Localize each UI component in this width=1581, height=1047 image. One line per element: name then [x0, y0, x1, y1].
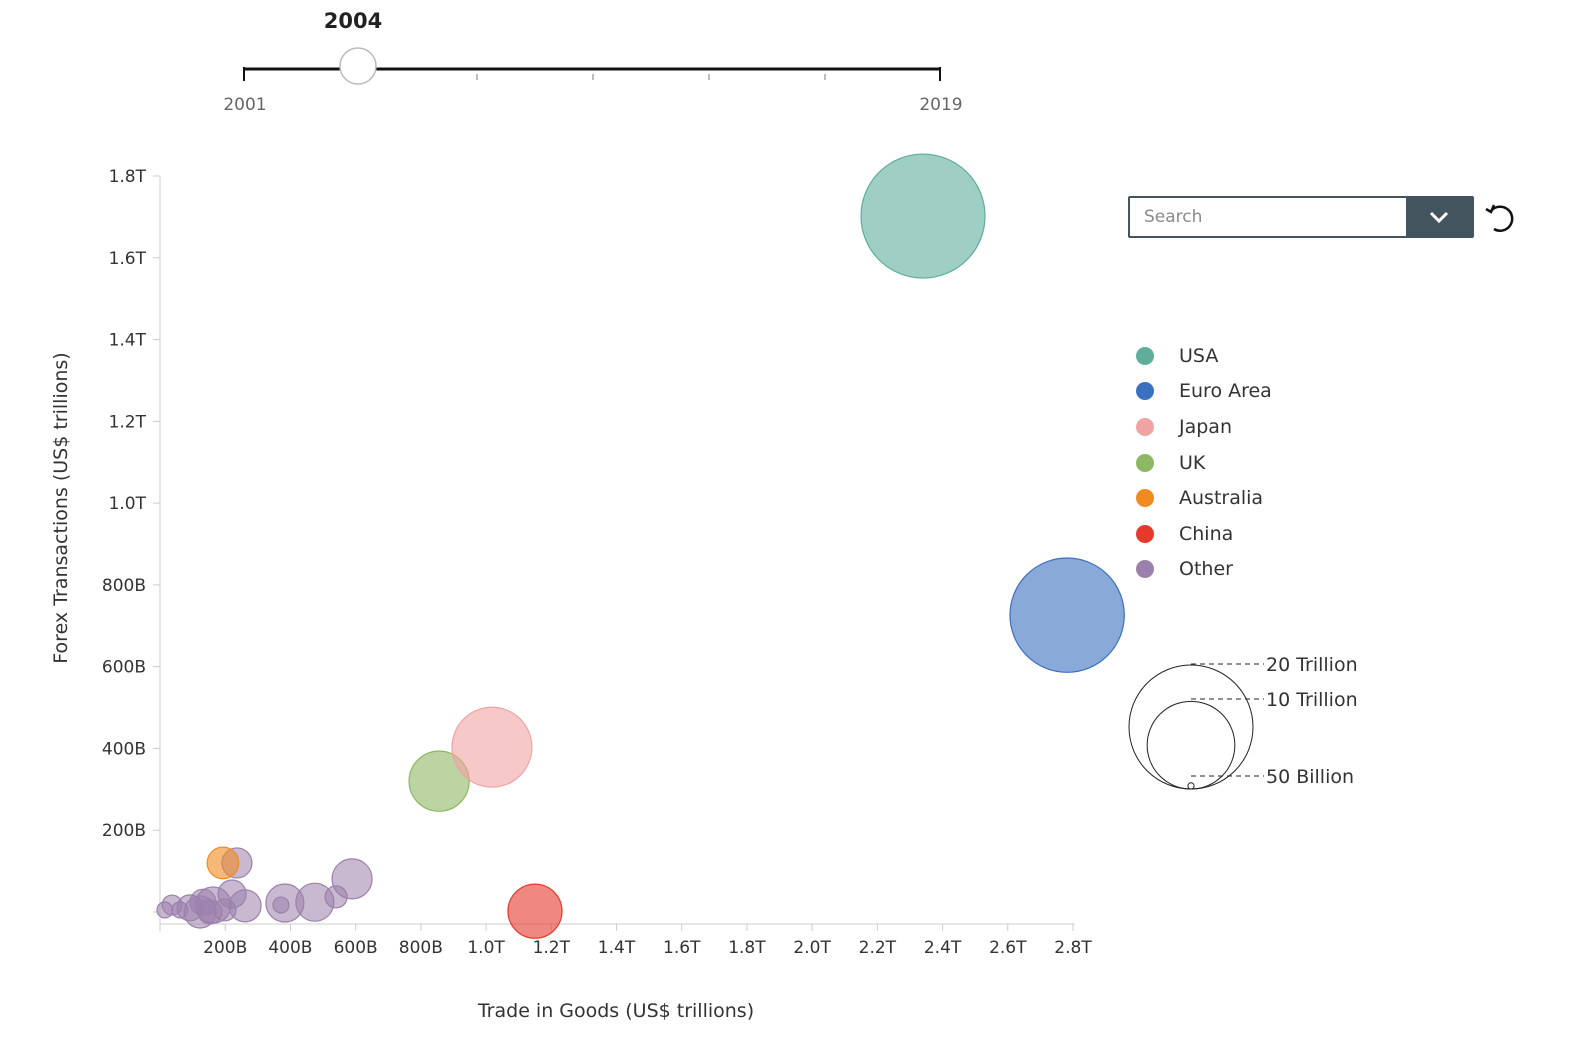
y-tick-label: 800B	[102, 576, 146, 596]
reset-icon[interactable]	[1482, 200, 1518, 236]
bubble-japan[interactable]	[451, 706, 533, 788]
legend-item[interactable]: Euro Area	[1136, 374, 1272, 410]
slider-handle[interactable]	[339, 47, 377, 85]
size-legend: 20 Trillion 10 Trillion 50 Billion	[1128, 654, 1358, 790]
y-tick-label: 1.4T	[109, 331, 147, 351]
size-legend-circle	[1128, 664, 1254, 790]
legend-item[interactable]: China	[1136, 516, 1272, 552]
y-axis-label: Forex Transactions (US$ trillions)	[50, 352, 72, 663]
slider-max-label: 2019	[919, 95, 962, 115]
y-tick-label: 200B	[102, 821, 146, 841]
legend-label: Euro Area	[1179, 380, 1272, 403]
chevron-down-icon	[1429, 211, 1449, 224]
slider-current-year: 2004	[324, 9, 382, 33]
legend-dot-icon	[1136, 382, 1154, 401]
legend: USA Euro Area Japan UK Australia China Other	[1136, 338, 1272, 587]
x-tick-label: 2.0T	[793, 938, 831, 958]
year-slider[interactable]: 2004 2001 2019	[223, 9, 962, 115]
x-tick-label: 1.4T	[598, 938, 636, 958]
x-tick-label: 2.4T	[924, 938, 962, 958]
x-tick-label: 200B	[203, 938, 247, 958]
size-legend-label: 50 Billion	[1266, 766, 1354, 788]
legend-dot-icon	[1136, 346, 1154, 365]
bubble-uk[interactable]	[408, 750, 470, 812]
x-tick-label: 1.0T	[467, 938, 505, 958]
x-tick-label: 1.6T	[663, 938, 701, 958]
y-tick-label: 1.8T	[109, 167, 147, 187]
legend-dot-icon	[1136, 453, 1154, 472]
legend-item[interactable]: Other	[1136, 552, 1272, 588]
x-tick-label: 2.8T	[1054, 938, 1092, 958]
x-tick-label: 800B	[399, 938, 443, 958]
bubble-other[interactable]	[197, 899, 223, 925]
y-tick-label: 1.6T	[109, 249, 147, 269]
bubble-euro-area[interactable]	[1009, 557, 1125, 673]
bubble-other[interactable]	[156, 901, 174, 919]
x-axis-label: Trade in Goods (US$ trillions)	[477, 1000, 754, 1022]
y-tick-label: 600B	[102, 658, 146, 678]
search-input[interactable]	[1130, 198, 1406, 236]
bubble-china[interactable]	[507, 883, 563, 939]
legend-label: Other	[1179, 558, 1233, 581]
x-tick-label: 1.2T	[533, 938, 571, 958]
legend-item[interactable]: UK	[1136, 445, 1272, 481]
legend-item[interactable]: USA	[1136, 338, 1272, 374]
legend-label: Japan	[1179, 415, 1232, 438]
legend-dot-icon	[1136, 524, 1154, 543]
x-tick-label: 600B	[334, 938, 378, 958]
legend-dot-icon	[1136, 417, 1154, 436]
bubble-usa[interactable]	[860, 153, 986, 279]
size-legend-label: 10 Trillion	[1266, 689, 1358, 711]
bubble-australia[interactable]	[206, 846, 240, 880]
y-tick-label: 400B	[102, 739, 146, 759]
dropdown-button[interactable]	[1406, 198, 1472, 236]
legend-item[interactable]: Australia	[1136, 480, 1272, 516]
x-tick-label: 1.8T	[728, 938, 766, 958]
legend-dot-icon	[1136, 560, 1154, 579]
size-legend-label: 20 Trillion	[1266, 654, 1358, 676]
legend-dot-icon	[1136, 489, 1154, 508]
country-search[interactable]	[1128, 196, 1474, 238]
size-legend-circle	[1187, 782, 1195, 790]
x-tick-label: 2.2T	[859, 938, 897, 958]
y-tick-label: 1.0T	[109, 494, 147, 514]
x-tick-label: 2.6T	[989, 938, 1027, 958]
legend-label: China	[1179, 522, 1234, 545]
x-tick-label: 400B	[268, 938, 312, 958]
legend-label: USA	[1179, 344, 1219, 367]
legend-label: Australia	[1179, 487, 1264, 510]
y-tick-label: 1.2T	[109, 412, 147, 432]
legend-label: UK	[1179, 451, 1206, 474]
bubble-other[interactable]	[272, 896, 290, 914]
legend-item[interactable]: Japan	[1136, 409, 1272, 445]
slider-min-label: 2001	[223, 95, 266, 115]
